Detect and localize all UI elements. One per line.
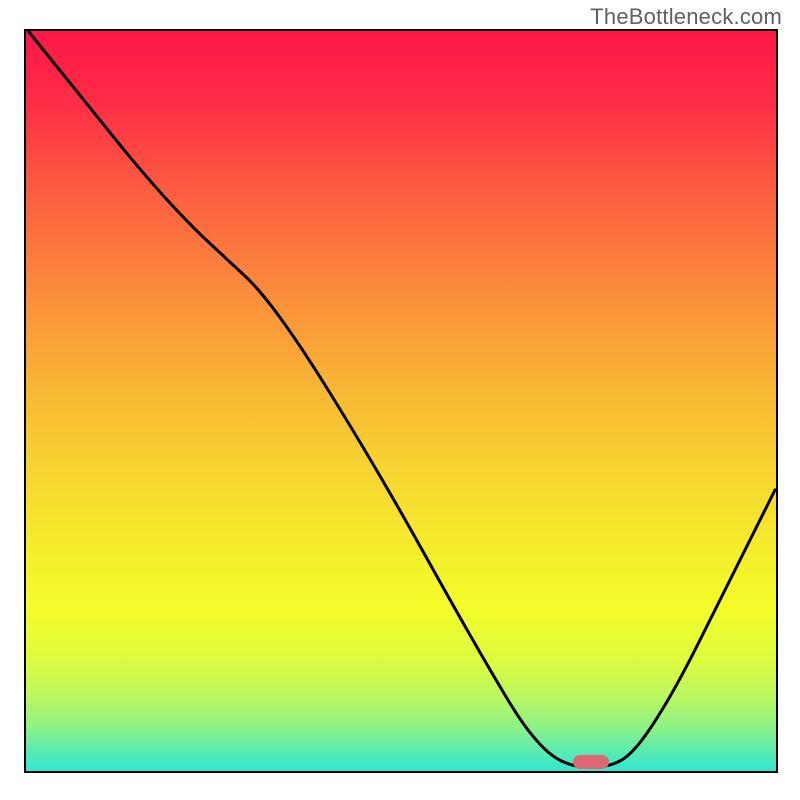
optimal-marker <box>573 755 609 769</box>
bottleneck-curve-chart <box>0 0 800 800</box>
plot-background <box>25 30 777 772</box>
watermark-text: TheBottleneck.com <box>590 4 782 30</box>
chart-container: TheBottleneck.com <box>0 0 800 800</box>
